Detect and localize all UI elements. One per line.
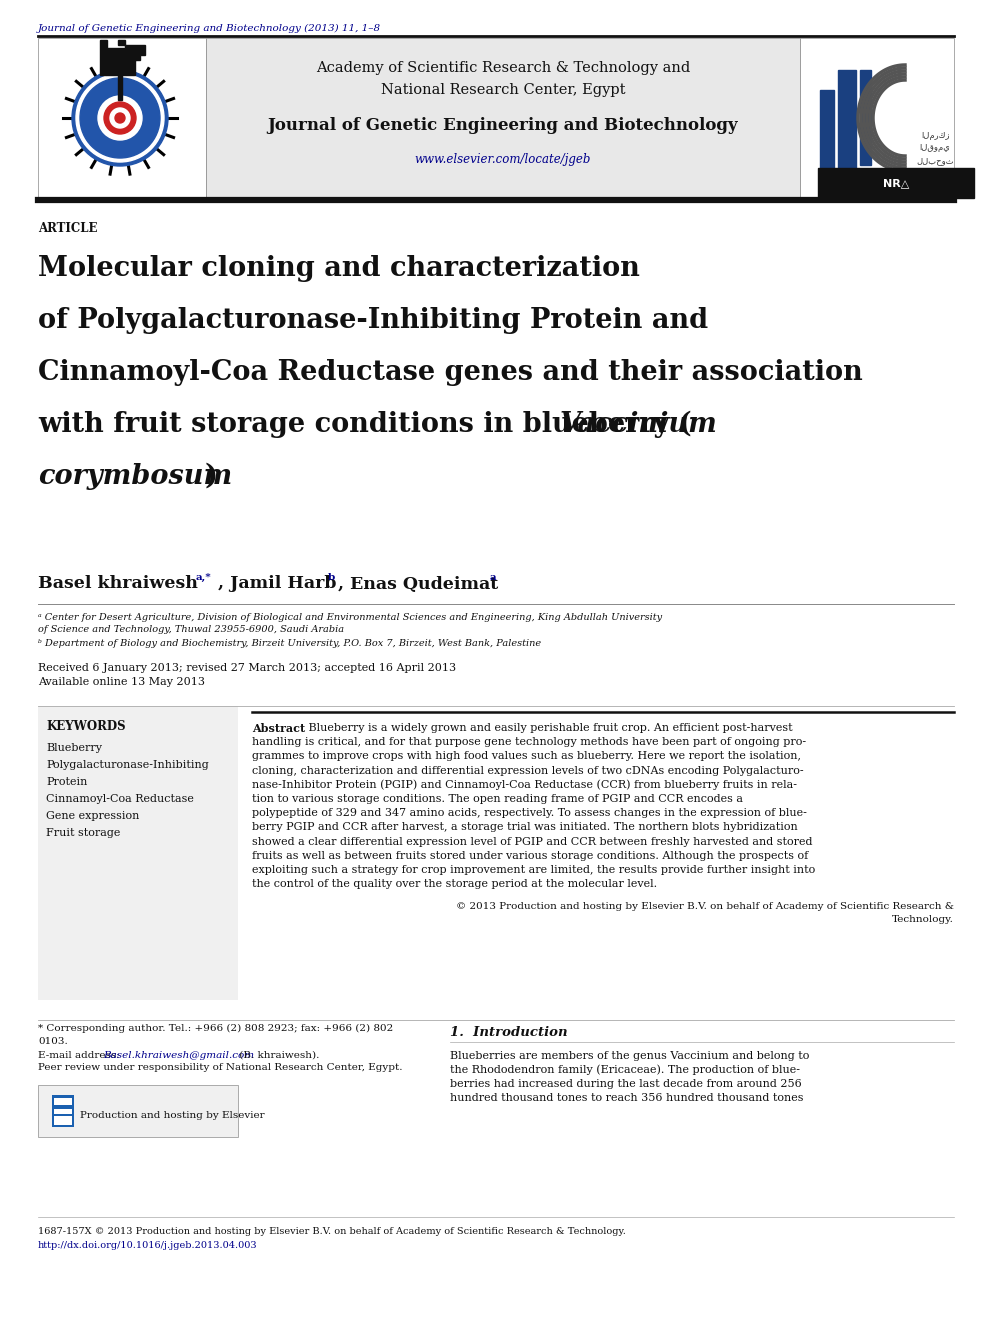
Text: showed a clear differential expression level of PGIP and CCR between freshly har: showed a clear differential expression l… [252, 836, 812, 847]
Text: Basel khraiwesh: Basel khraiwesh [38, 576, 197, 593]
Text: Cinnamoyl-Coa Reductase: Cinnamoyl-Coa Reductase [46, 794, 193, 804]
Text: 1.  Introduction: 1. Introduction [450, 1025, 567, 1039]
Text: 0103.: 0103. [38, 1036, 67, 1045]
Text: a,*: a,* [196, 573, 211, 582]
Bar [860, 70, 871, 165]
Text: Basel.khraiwesh@gmail.com: Basel.khraiwesh@gmail.com [103, 1050, 254, 1060]
Text: القومي: القومي [920, 143, 950, 152]
Text: Production and hosting by Elsevier: Production and hosting by Elsevier [80, 1111, 265, 1121]
Bar [820, 90, 834, 185]
Bar [818, 168, 974, 198]
Text: of Science and Technology, Thuwal 23955-6900, Saudi Arabia: of Science and Technology, Thuwal 23955-… [38, 626, 344, 635]
Text: of Polygalacturonase-Inhibiting Protein and: of Polygalacturonase-Inhibiting Protein … [38, 307, 708, 333]
Text: Gene expression: Gene expression [46, 811, 139, 822]
Text: a: a [490, 573, 497, 582]
Text: www.elsevier.com/locate/jgeb: www.elsevier.com/locate/jgeb [415, 153, 591, 167]
Text: E-mail address:: E-mail address: [38, 1050, 123, 1060]
Text: b: b [328, 573, 335, 582]
Text: grammes to improve crops with high food values such as blueberry. Here we report: grammes to improve crops with high food … [252, 751, 801, 762]
Bar [38, 1085, 238, 1136]
Text: ᵃ Center for Desert Agriculture, Division of Biological and Environmental Scienc: ᵃ Center for Desert Agriculture, Divisio… [38, 613, 662, 622]
Bar [206, 38, 800, 198]
Text: NR△: NR△ [883, 179, 909, 188]
Circle shape [72, 70, 168, 165]
Text: , Enas Qudeimat: , Enas Qudeimat [338, 576, 498, 593]
Text: Available online 13 May 2013: Available online 13 May 2013 [38, 677, 205, 687]
Circle shape [98, 97, 142, 140]
Text: fruits as well as between fruits stored under various storage conditions. Althou: fruits as well as between fruits stored … [252, 851, 808, 861]
Bar [838, 70, 856, 175]
Bar [52, 1095, 74, 1127]
Text: , Jamil Harb: , Jamil Harb [218, 576, 336, 593]
Text: with fruit storage conditions in blueberry (: with fruit storage conditions in blueber… [38, 410, 691, 438]
Text: tion to various storage conditions. The open reading frame of PGIP and CCR encod: tion to various storage conditions. The … [252, 794, 743, 804]
Text: (B. khraiwesh).: (B. khraiwesh). [236, 1050, 319, 1060]
Text: Academy of Scientific Research & Technology and: Academy of Scientific Research & Technol… [315, 61, 690, 75]
Text: Peer review under responsibility of National Research Center, Egypt.: Peer review under responsibility of Nati… [38, 1064, 403, 1073]
Text: ARTICLE: ARTICLE [38, 221, 97, 234]
Text: للبحوث: للبحوث [917, 156, 954, 165]
Text: Molecular cloning and characterization: Molecular cloning and characterization [38, 254, 640, 282]
Text: Fruit storage: Fruit storage [46, 828, 120, 837]
Bar [38, 706, 238, 1000]
Text: nase-Inhibitor Protein (PGIP) and Cinnamoyl-Coa Reductase (CCR) from blueberry f: nase-Inhibitor Protein (PGIP) and Cinnam… [252, 779, 797, 790]
Text: Blueberry: Blueberry [46, 744, 102, 753]
Text: hundred thousand tones to reach 356 hundred thousand tones: hundred thousand tones to reach 356 hund… [450, 1093, 804, 1103]
Text: Abstract: Abstract [252, 722, 306, 733]
Text: ): ) [205, 463, 218, 490]
Text: Polygalacturonase-Inhibiting: Polygalacturonase-Inhibiting [46, 759, 208, 770]
Circle shape [76, 74, 164, 161]
Text: * Corresponding author. Tel.: +966 (2) 808 2923; fax: +966 (2) 802: * Corresponding author. Tel.: +966 (2) 8… [38, 1024, 393, 1032]
Bar [54, 1098, 72, 1105]
Polygon shape [118, 75, 122, 101]
Text: Blueberries are members of the genus Vaccinium and belong to: Blueberries are members of the genus Vac… [450, 1050, 809, 1061]
Text: berry PGIP and CCR after harvest, a storage trial was initiated. The northern bl: berry PGIP and CCR after harvest, a stor… [252, 823, 798, 832]
Text: the control of the quality over the storage period at the molecular level.: the control of the quality over the stor… [252, 880, 657, 889]
Text: Journal of Genetic Engineering and Biotechnology: Journal of Genetic Engineering and Biote… [268, 116, 738, 134]
Text: exploiting such a strategy for crop improvement are limited, the results provide: exploiting such a strategy for crop impr… [252, 865, 815, 875]
Bar [54, 1117, 72, 1125]
Text: المركز: المركز [921, 131, 949, 139]
Text: polypeptide of 329 and 347 amino acids, respectively. To assess changes in the e: polypeptide of 329 and 347 amino acids, … [252, 808, 806, 818]
Text: Blueberry is a widely grown and easily perishable fruit crop. An efficient post-: Blueberry is a widely grown and easily p… [298, 722, 793, 733]
Bar [54, 1109, 72, 1114]
Circle shape [115, 112, 125, 123]
Text: berries had increased during the last decade from around 256: berries had increased during the last de… [450, 1080, 802, 1089]
Text: ᵇ Department of Biology and Biochemistry, Birzeit University, P.O. Box 7, Birzei: ᵇ Department of Biology and Biochemistry… [38, 639, 541, 647]
Text: Received 6 January 2013; revised 27 March 2013; accepted 16 April 2013: Received 6 January 2013; revised 27 Marc… [38, 663, 456, 673]
Text: KEYWORDS: KEYWORDS [46, 720, 126, 733]
Text: National Research Center, Egypt: National Research Center, Egypt [381, 83, 625, 97]
Circle shape [110, 108, 130, 128]
Circle shape [104, 102, 136, 134]
Text: cloning, characterization and differential expression levels of two cDNAs encodi: cloning, characterization and differenti… [252, 766, 804, 775]
Text: 1687-157X © 2013 Production and hosting by Elsevier B.V. on behalf of Academy of: 1687-157X © 2013 Production and hosting … [38, 1228, 626, 1237]
Text: Protein: Protein [46, 777, 87, 787]
Text: Journal of Genetic Engineering and Biotechnology (2013) 11, 1–8: Journal of Genetic Engineering and Biote… [38, 24, 381, 33]
Text: handling is critical, and for that purpose gene technology methods have been par: handling is critical, and for that purpo… [252, 737, 806, 747]
Text: the Rhododendron family (Ericaceae). The production of blue-: the Rhododendron family (Ericaceae). The… [450, 1065, 800, 1076]
Text: Cinnamoyl-Coa Reductase genes and their association: Cinnamoyl-Coa Reductase genes and their … [38, 359, 863, 385]
Bar [38, 38, 206, 198]
Text: Technology.: Technology. [892, 916, 954, 923]
Text: http://dx.doi.org/10.1016/j.jgeb.2013.04.003: http://dx.doi.org/10.1016/j.jgeb.2013.04… [38, 1241, 258, 1250]
Text: corymbosum: corymbosum [38, 463, 232, 490]
Bar [800, 38, 954, 198]
Text: © 2013 Production and hosting by Elsevier B.V. on behalf of Academy of Scientifi: © 2013 Production and hosting by Elsevie… [456, 902, 954, 912]
Text: Vaccinium: Vaccinium [560, 410, 718, 438]
Polygon shape [100, 40, 145, 75]
Circle shape [80, 78, 160, 157]
